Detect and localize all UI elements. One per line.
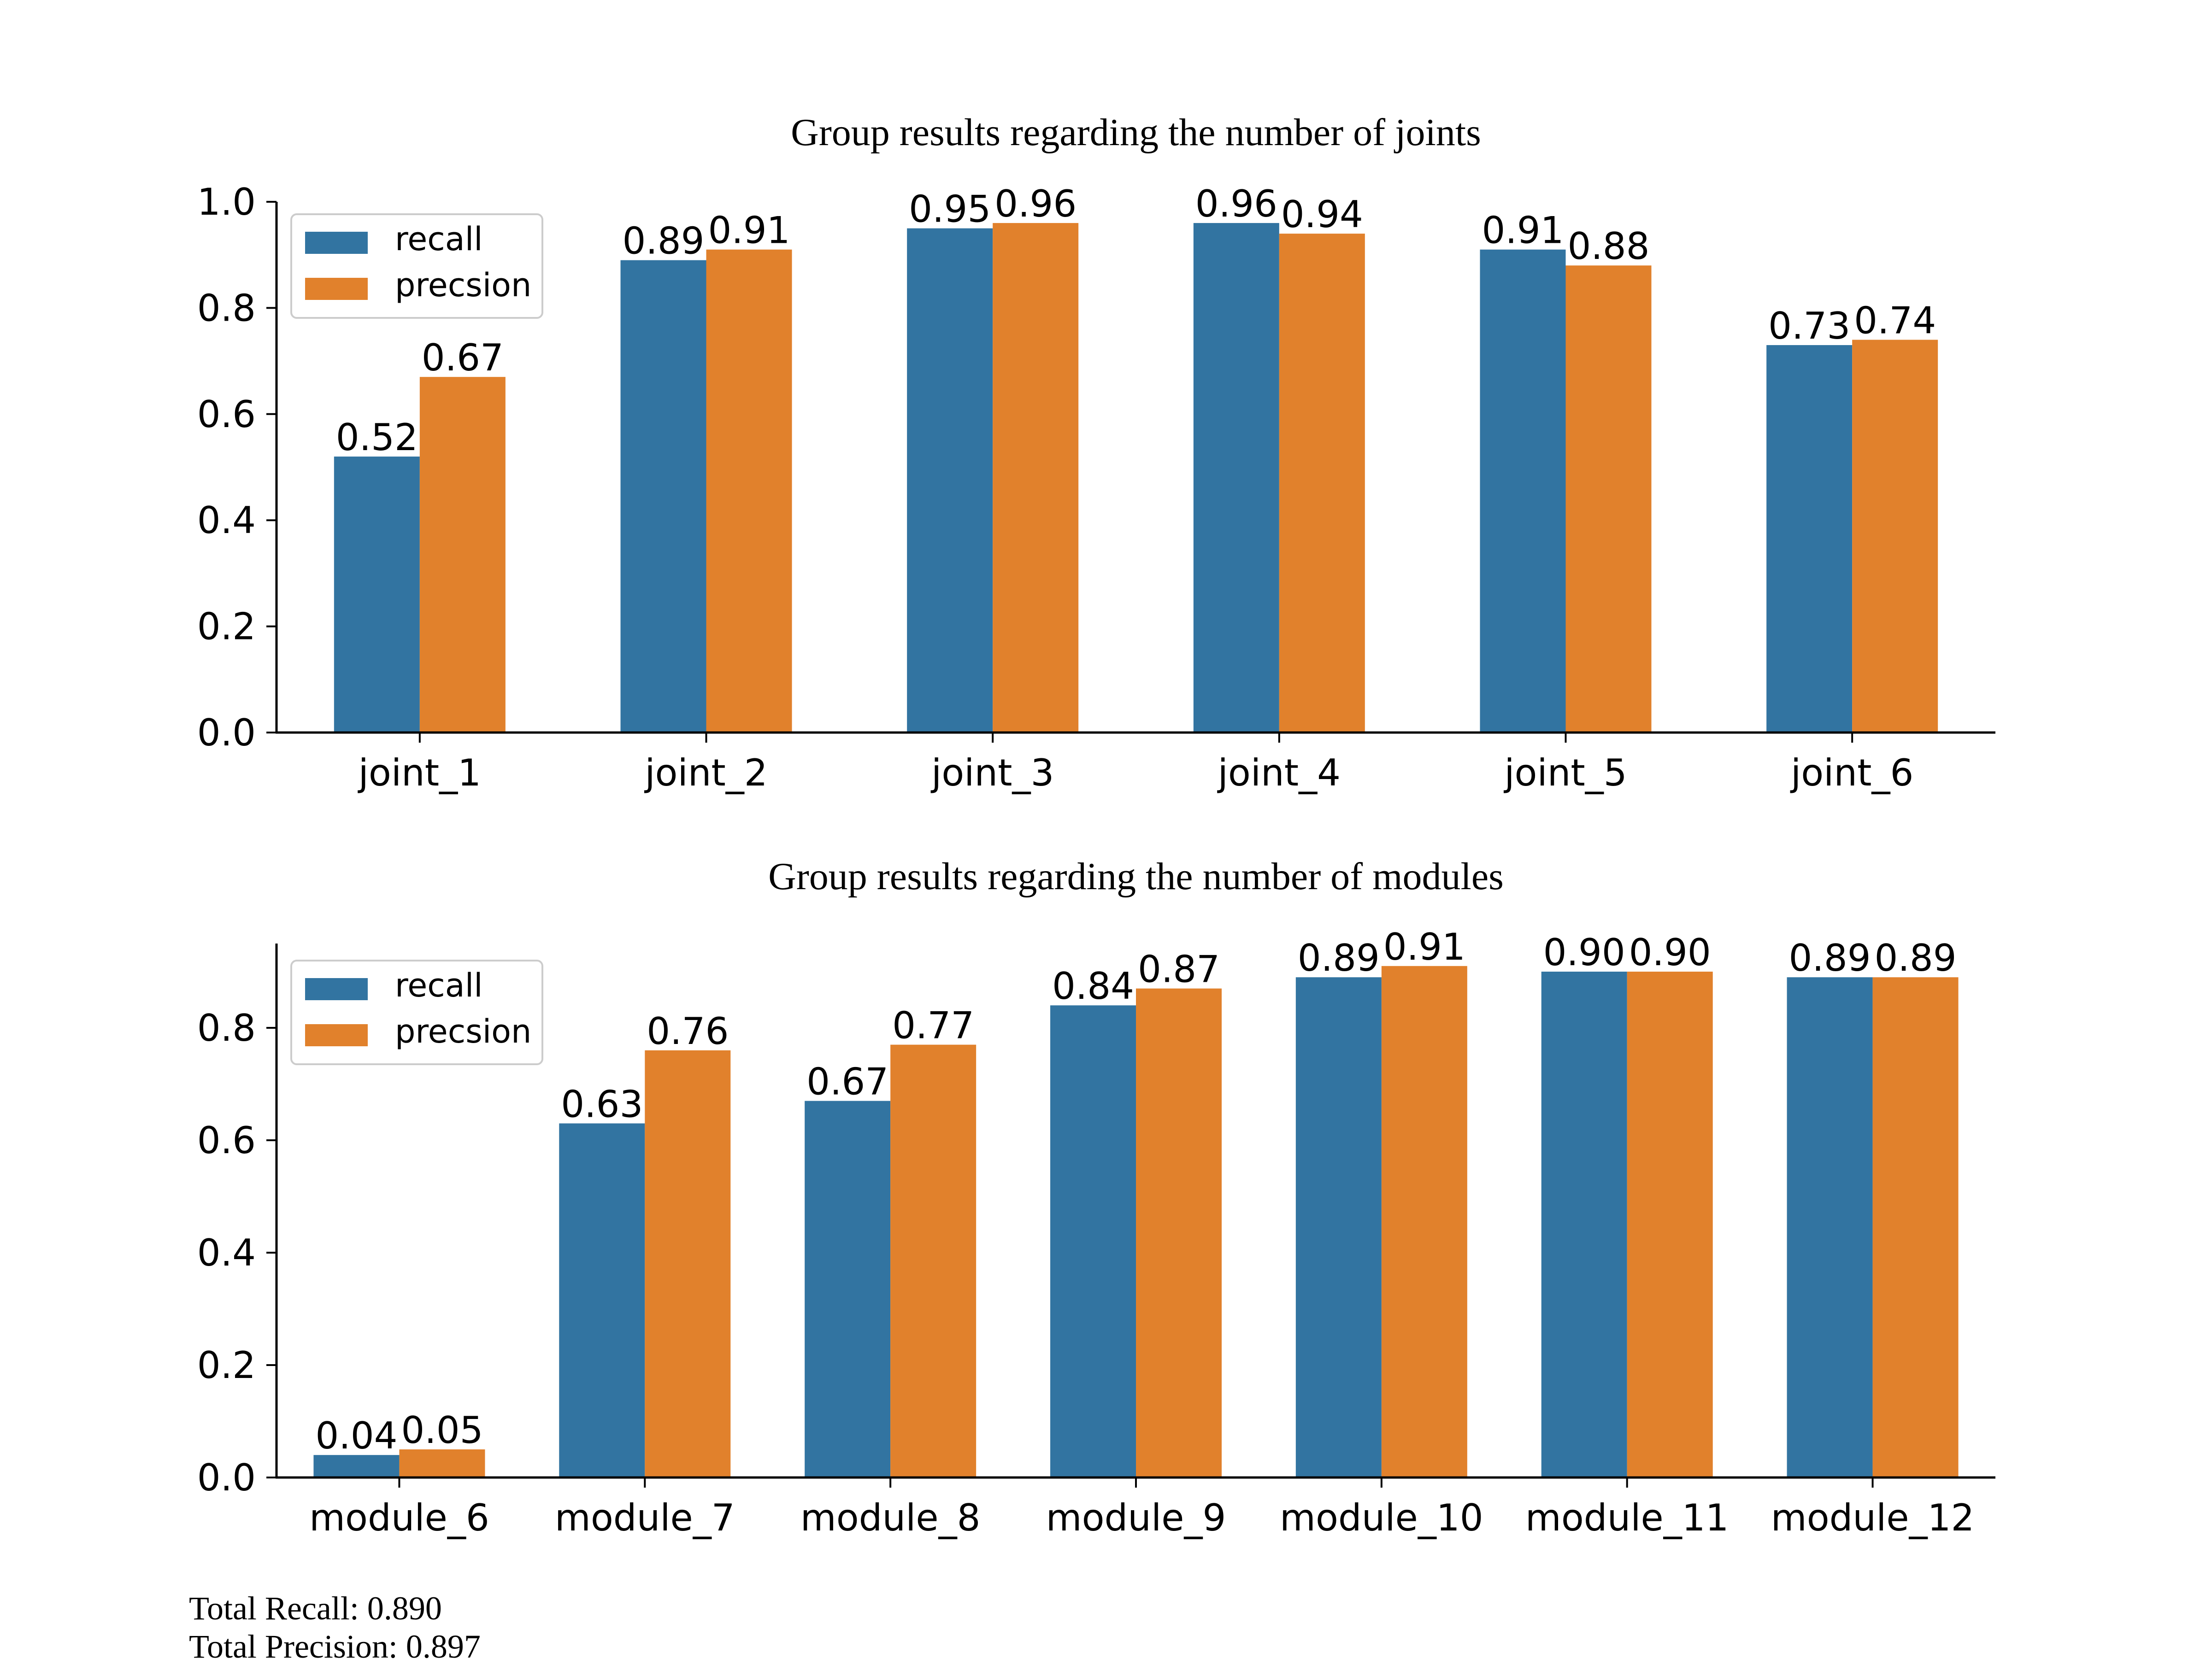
data-label-recall-module_10: 0.89 — [1298, 937, 1380, 979]
data-label-precsion-joint_3: 0.96 — [994, 182, 1077, 225]
data-label-recall-module_9: 0.84 — [1052, 965, 1134, 1008]
y-tick-label: 0.0 — [197, 711, 256, 754]
y-tick-label: 0.6 — [197, 1119, 256, 1162]
y-tick-label: 0.2 — [197, 605, 256, 648]
bar-precsion-module_12 — [1872, 977, 1959, 1477]
data-label-precsion-module_10: 0.91 — [1383, 926, 1465, 968]
chart-title: Group results regarding the number of mo… — [768, 855, 1504, 898]
y-tick-label: 1.0 — [197, 181, 256, 223]
bar-precsion-joint_4 — [1279, 234, 1365, 733]
data-label-recall-module_7: 0.63 — [561, 1083, 643, 1126]
y-tick-label: 0.0 — [197, 1456, 256, 1499]
data-label-precsion-joint_2: 0.91 — [708, 209, 790, 252]
x-tick-label-module_6: module_6 — [309, 1496, 489, 1539]
x-tick-label-joint_1: joint_1 — [358, 751, 481, 794]
data-label-recall-module_8: 0.67 — [806, 1061, 888, 1103]
bar-precsion-module_10 — [1381, 966, 1467, 1477]
bar-precsion-module_9 — [1136, 988, 1222, 1477]
bar-precsion-module_6 — [399, 1449, 485, 1477]
bar-recall-module_8 — [805, 1101, 891, 1477]
x-tick-label-module_10: module_10 — [1280, 1496, 1483, 1539]
data-label-precsion-module_8: 0.77 — [892, 1004, 974, 1047]
bar-recall-joint_6 — [1766, 345, 1853, 733]
bar-precsion-module_8 — [890, 1044, 977, 1477]
y-tick-label: 0.4 — [197, 499, 256, 542]
legend-swatch-precsion — [305, 1024, 368, 1046]
legend-label-recall: recall — [395, 220, 483, 258]
x-tick-label-joint_4: joint_4 — [1217, 751, 1341, 794]
data-label-recall-joint_6: 0.73 — [1768, 305, 1850, 347]
bar-recall-module_12 — [1787, 977, 1873, 1477]
data-label-precsion-joint_4: 0.94 — [1281, 193, 1363, 236]
x-tick-label-module_7: module_7 — [555, 1496, 735, 1539]
data-label-precsion-module_9: 0.87 — [1138, 948, 1220, 991]
bar-recall-module_6 — [313, 1455, 400, 1477]
x-tick-label-joint_2: joint_2 — [644, 751, 767, 794]
data-label-recall-module_11: 0.90 — [1543, 931, 1625, 974]
bar-precsion-joint_5 — [1565, 265, 1652, 733]
x-tick-label-module_8: module_8 — [800, 1496, 981, 1539]
x-tick-label-module_9: module_9 — [1046, 1496, 1226, 1539]
x-tick-label-module_11: module_11 — [1525, 1496, 1729, 1539]
data-label-recall-joint_1: 0.52 — [336, 416, 418, 459]
data-label-recall-joint_4: 0.96 — [1195, 182, 1277, 225]
data-label-precsion-module_11: 0.90 — [1629, 931, 1711, 974]
bar-recall-joint_2 — [620, 260, 706, 733]
bar-precsion-module_11 — [1627, 972, 1713, 1477]
bar-precsion-joint_6 — [1852, 340, 1938, 733]
data-label-precsion-module_7: 0.76 — [647, 1010, 729, 1053]
bar-recall-module_10 — [1295, 977, 1382, 1477]
total-precision-text: Total Precision: 0.897 — [189, 1628, 481, 1665]
legend-label-precsion: precsion — [395, 1013, 531, 1050]
data-label-recall-module_6: 0.04 — [315, 1414, 397, 1457]
bar-recall-module_7 — [559, 1123, 645, 1477]
chart-title: Group results regarding the number of jo… — [791, 111, 1481, 154]
x-tick-label-joint_6: joint_6 — [1790, 751, 1913, 794]
data-label-recall-module_12: 0.89 — [1789, 937, 1871, 979]
legend-label-precsion: precsion — [395, 266, 531, 304]
y-tick-label: 0.2 — [197, 1344, 256, 1387]
data-label-precsion-module_12: 0.89 — [1875, 937, 1957, 979]
data-label-recall-joint_3: 0.95 — [909, 188, 991, 231]
x-tick-label-joint_5: joint_5 — [1503, 751, 1627, 794]
legend-label-recall: recall — [395, 967, 483, 1004]
x-tick-label-module_12: module_12 — [1771, 1496, 1975, 1539]
data-label-recall-joint_5: 0.91 — [1482, 209, 1564, 252]
bar-precsion-joint_3 — [993, 223, 1079, 733]
data-label-recall-joint_2: 0.89 — [622, 220, 704, 263]
bar-recall-module_9 — [1050, 1005, 1136, 1477]
bar-recall-joint_5 — [1480, 249, 1566, 733]
legend-swatch-recall — [305, 978, 368, 1000]
data-label-precsion-joint_5: 0.88 — [1567, 225, 1649, 268]
bar-precsion-module_7 — [645, 1050, 731, 1477]
data-label-precsion-module_6: 0.05 — [401, 1409, 483, 1452]
bar-recall-joint_4 — [1193, 223, 1279, 733]
data-label-precsion-joint_6: 0.74 — [1854, 299, 1936, 342]
bar-recall-joint_3 — [907, 228, 993, 733]
legend-swatch-recall — [305, 232, 368, 254]
bar-recall-module_11 — [1541, 972, 1627, 1477]
y-tick-label: 0.4 — [197, 1231, 256, 1274]
x-tick-label-joint_3: joint_3 — [930, 751, 1054, 794]
data-label-precsion-joint_1: 0.67 — [422, 336, 504, 379]
y-tick-label: 0.8 — [197, 1007, 256, 1049]
bar-recall-joint_1 — [334, 456, 420, 733]
y-tick-label: 0.6 — [197, 393, 256, 436]
bar-precsion-joint_2 — [706, 249, 792, 733]
total-recall-text: Total Recall: 0.890 — [189, 1590, 442, 1627]
bar-precsion-joint_1 — [419, 377, 506, 733]
y-tick-label: 0.8 — [197, 287, 256, 329]
legend-swatch-precsion — [305, 278, 368, 300]
